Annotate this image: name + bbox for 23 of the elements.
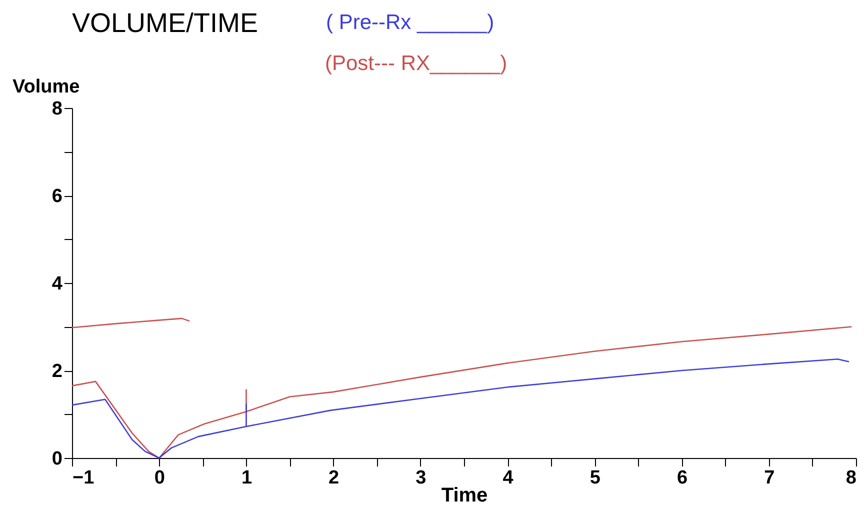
y-tick-label: 4 [52,274,63,294]
x-axis-title: Time [441,484,488,506]
y-tick-label: 8 [52,98,62,120]
x-tick-label: 5 [590,468,601,488]
line-series [71,326,852,459]
x-tick-label: 8 [846,468,856,488]
x-tick-label: −1 [72,468,95,488]
text: ( Pre--Rx ______) [326,11,494,34]
text: (Post--- RX______) [325,52,508,75]
y-axis-title: Volume [12,76,80,98]
x-tick-label: 3 [416,468,426,488]
x-tick-label: 4 [502,468,514,488]
x-tick-label: 6 [676,468,688,488]
x-tick-label: 0 [154,468,165,488]
line-series [71,318,190,328]
y-tick-label: 6 [52,186,62,207]
chart-title: VOLUME/TIME [72,8,258,38]
x-tick-label: 1 [241,468,252,488]
x-tick-label: 2 [328,468,340,488]
y-tick-label: 0 [52,448,62,470]
line-series [71,358,850,459]
y-tick-label: 2 [52,361,62,382]
x-tick-label: 7 [764,468,775,488]
